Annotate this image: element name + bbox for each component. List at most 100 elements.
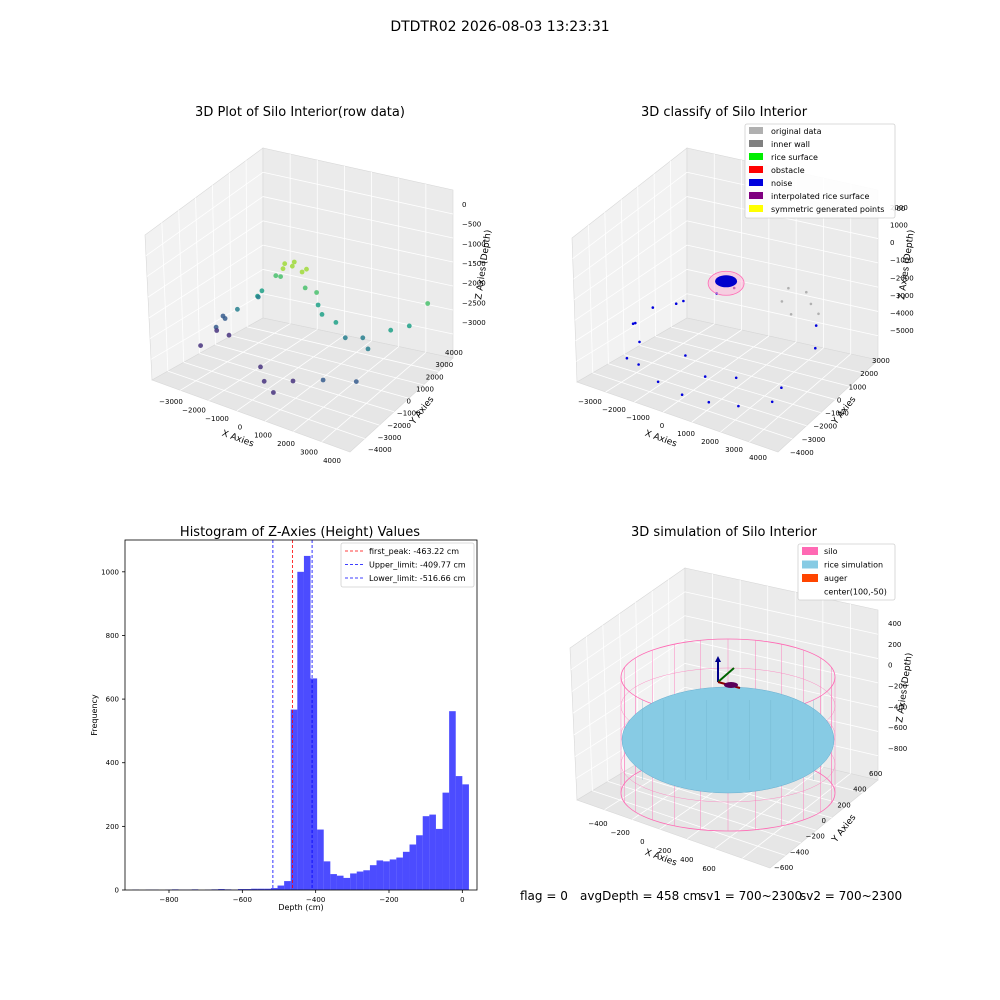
legend-label: Lower_limit: -516.66 cm (369, 574, 466, 583)
floor-grid-line (608, 363, 807, 427)
left-grid-line (670, 160, 672, 328)
floor-grid-line (624, 354, 821, 413)
back-grid-line (262, 220, 454, 263)
z-axis-label: Z Axies (Depth) (897, 229, 917, 300)
x-tick-label: −2000 (602, 406, 626, 414)
histogram-bar (396, 857, 403, 890)
floor-grid-line (321, 351, 427, 443)
histogram-bar (402, 851, 410, 890)
z-tick-label: −1000 (890, 257, 914, 265)
x-tick-label: −1000 (205, 415, 229, 423)
y-tick-label: 0 (837, 396, 841, 404)
scatter-point (333, 320, 339, 325)
left-grid-line (602, 625, 609, 782)
x-tick-label: −1000 (626, 414, 650, 422)
floor-grid-line (720, 347, 824, 433)
y-tick-label: 200 (837, 801, 850, 809)
floor-grid-line (180, 323, 291, 391)
floor-grid-line (607, 781, 801, 844)
left-grid-line (147, 220, 264, 298)
floor-grid-line (655, 335, 850, 387)
auger-body (724, 682, 738, 688)
z-tick-label: −500 (462, 221, 481, 229)
legend-swatch (802, 574, 818, 582)
y-tick-label: 3000 (872, 357, 890, 365)
histogram-bar (416, 835, 423, 890)
x-tick-label: −800 (159, 896, 178, 904)
left-grid-line (212, 185, 216, 345)
histogram-bar (237, 889, 245, 890)
z-tick-label: −1000 (462, 240, 486, 248)
left-grid-line (620, 199, 625, 355)
scatter-point (365, 346, 371, 352)
histogram-bar (284, 881, 291, 890)
y-tick-label: 2000 (426, 373, 444, 381)
legend-box-3 (340, 542, 475, 588)
floor-grid-line (623, 771, 817, 831)
histogram-bar (297, 571, 304, 890)
left-grid-line (146, 196, 264, 277)
x-tick-label: −400 (306, 896, 325, 904)
z-tick-label-partial: 000 (892, 205, 905, 213)
histogram-bar (218, 889, 225, 890)
class-point-noise (682, 299, 685, 303)
scatter-point (360, 335, 366, 341)
x-tick-label: −400 (588, 820, 607, 828)
histogram-bar (462, 784, 469, 890)
floor-grid-line (634, 329, 742, 403)
chart-title-2: 3D classify of Silo Interior (641, 105, 808, 120)
class-point-noise (737, 404, 740, 408)
histogram-bar (264, 888, 271, 890)
x-tick-label: 0 (238, 423, 242, 431)
z-tick-label: −400 (888, 703, 907, 711)
legend-swatch (749, 205, 763, 212)
class-point-noise (637, 363, 640, 366)
legend-swatch (749, 127, 763, 134)
legend-label: noise (771, 179, 792, 188)
back-grid-line (262, 171, 454, 215)
class-point-noise (734, 376, 738, 380)
class-point-noise (651, 306, 655, 309)
legend-label: silo (824, 547, 838, 556)
scatter-point (198, 343, 204, 348)
y-axis-label: Frequency (90, 694, 99, 736)
left-grid-line (586, 636, 593, 791)
floor-grid-line (639, 345, 836, 400)
back-grid-line (686, 244, 879, 288)
y-tick-label: −2000 (387, 422, 411, 430)
scatter-point (388, 327, 394, 333)
histogram-bar (251, 888, 258, 890)
y-tick-label: 800 (106, 632, 119, 640)
legend-label: symmetric generated points (771, 205, 884, 214)
noise-cluster (715, 275, 738, 288)
floor-grid-line (215, 344, 409, 399)
scatter-point (271, 390, 276, 395)
x-tick-label: 4000 (323, 457, 341, 465)
left-grid-line (570, 591, 686, 671)
back-grid-line (262, 196, 454, 239)
legend-box-2 (744, 123, 896, 219)
floor-pane-1 (151, 317, 454, 453)
scatter-point (259, 288, 265, 294)
x-tick-label: 200 (658, 847, 671, 855)
left-grid-line (574, 244, 688, 321)
y-tick-label: −3000 (802, 436, 826, 444)
y-tick-label: 400 (106, 759, 119, 767)
y-tick-label: 1000 (849, 383, 867, 391)
left-grid-line (148, 244, 264, 319)
y-tick-label: 4000 (445, 349, 463, 357)
scatter-point (299, 269, 305, 275)
x-tick-label: 0 (640, 838, 644, 846)
floor-grid-line (199, 353, 395, 413)
x-axis-label: X Axies (220, 429, 255, 450)
x-tick-label: 2000 (277, 440, 295, 448)
y-tick-label: −1000 (397, 410, 421, 418)
x-tick-label: 3000 (300, 449, 318, 457)
auger-axis-y (717, 667, 735, 683)
left-grid-line (178, 210, 185, 363)
left-grid-line (149, 269, 264, 339)
left-grid-line (150, 293, 264, 360)
footer-sv1: sv1 = 700~2300 (700, 889, 802, 903)
class-point-noise (631, 322, 635, 326)
chart-title-3: Histogram of Z-Axies (Height) Values (180, 525, 420, 540)
